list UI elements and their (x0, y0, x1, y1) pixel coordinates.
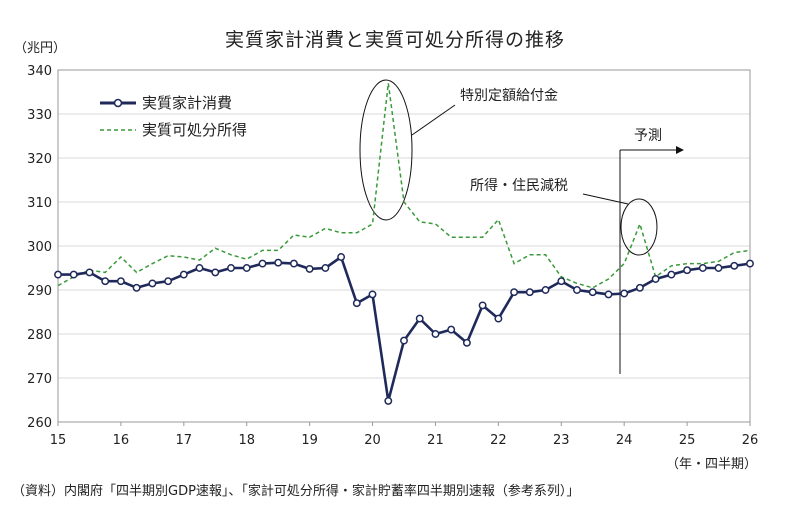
legend-label-income: 実質可処分所得 (142, 121, 247, 139)
x-tick-label: 24 (616, 433, 633, 448)
data-point-consumption (462, 338, 471, 347)
legend-marker-consumption (113, 98, 123, 108)
data-point-consumption (337, 253, 346, 261)
annotation-ellipse-benefit (359, 79, 413, 221)
data-point-consumption (148, 279, 157, 288)
data-point-consumption (211, 268, 220, 277)
annotation-forecast: 予測 (634, 128, 662, 144)
y-tick-label: 260 (27, 416, 52, 431)
data-point-consumption (651, 275, 660, 283)
series-line-income (57, 83, 751, 289)
y-axis-ticks: 260 270 280 290 300 310 320 330 340 (27, 64, 52, 431)
data-point-consumption (195, 264, 204, 272)
data-point-consumption (557, 277, 566, 286)
legend: 実質家計消費 実質可処分所得 (100, 94, 247, 139)
data-point-consumption (541, 286, 550, 294)
data-point-consumption (746, 259, 754, 268)
x-tick-label: 22 (490, 433, 507, 448)
annotation-ellipse-taxcut (620, 198, 658, 256)
y-unit-label: （兆円） (14, 41, 66, 56)
annotation-leader-benefit (411, 104, 456, 136)
y-tick-label: 300 (27, 240, 52, 255)
data-point-consumption (573, 286, 581, 294)
data-point-consumption (604, 290, 613, 299)
data-point-consumption (321, 264, 330, 272)
x-tick-label: 16 (113, 433, 130, 448)
data-point-consumption (588, 288, 597, 297)
data-point-consumption (635, 283, 644, 292)
data-point-consumption (730, 261, 739, 270)
y-tick-label: 280 (27, 328, 52, 343)
x-tick-label: 21 (427, 433, 444, 448)
x-unit-label: （年・四半期） (666, 457, 757, 472)
data-point-consumption (164, 277, 173, 286)
x-tick-label: 18 (238, 433, 255, 448)
y-tick-label: 320 (27, 152, 52, 167)
data-point-consumption (447, 325, 456, 334)
data-point-consumption (85, 268, 94, 277)
data-point-consumption (400, 336, 408, 345)
data-point-consumption (714, 264, 723, 272)
legend-label-consumption: 実質家計消費 (142, 94, 232, 112)
data-point-consumption (478, 301, 487, 310)
x-tick-label: 25 (679, 433, 696, 448)
data-point-consumption (274, 258, 283, 267)
annotation-special-benefit: 特別定額給付金 (460, 88, 558, 104)
data-point-consumption (305, 264, 314, 273)
annotation-tax-cut: 所得・住民減税 (470, 177, 568, 194)
data-point-consumption (258, 259, 267, 268)
data-point-consumption (683, 266, 692, 275)
data-point-consumption (54, 270, 62, 279)
x-tick-label: 26 (742, 433, 759, 448)
x-tick-label: 19 (301, 433, 318, 448)
data-point-consumption (132, 283, 141, 292)
data-point-consumption (510, 288, 519, 297)
series-line-consumption (58, 255, 751, 403)
series-layer (54, 83, 754, 405)
data-point-consumption (415, 314, 424, 323)
data-point-consumption (289, 259, 298, 268)
data-point-consumption (384, 396, 393, 405)
data-point-consumption (620, 289, 629, 298)
data-point-consumption (227, 264, 235, 272)
data-point-consumption (368, 290, 377, 299)
x-tick-label: 17 (176, 433, 193, 448)
x-tick-label: 15 (50, 433, 67, 448)
data-point-consumption (667, 270, 676, 279)
y-tick-label: 310 (27, 196, 52, 211)
data-point-consumption (116, 277, 125, 286)
y-tick-label: 330 (27, 108, 52, 123)
data-point-consumption (69, 270, 78, 279)
x-tick-label: 20 (364, 433, 381, 448)
x-axis-ticks: 15 16 17 18 19 20 21 22 23 24 25 26 (50, 422, 759, 448)
plot-frame (57, 69, 751, 423)
data-point-consumption (352, 299, 361, 308)
data-point-consumption (525, 288, 534, 297)
y-tick-label: 290 (27, 284, 52, 299)
data-point-consumption (242, 264, 251, 272)
data-point-consumption (179, 270, 188, 279)
data-point-consumption (494, 314, 503, 323)
data-point-consumption (431, 330, 440, 338)
forecast-arrow-head (676, 146, 684, 154)
y-tick-label: 270 (27, 372, 52, 387)
y-tick-label: 340 (27, 64, 52, 79)
x-tick-label: 23 (553, 433, 570, 448)
chart-title: 実質家計消費と実質可処分所得の推移 (225, 29, 565, 51)
data-point-consumption (698, 264, 707, 272)
data-point-consumption (101, 277, 110, 286)
source-note: （資料）内閣府「四半期別GDP速報」、「家計可処分所得・家計貯蓄率四半期別速報（… (12, 483, 579, 499)
